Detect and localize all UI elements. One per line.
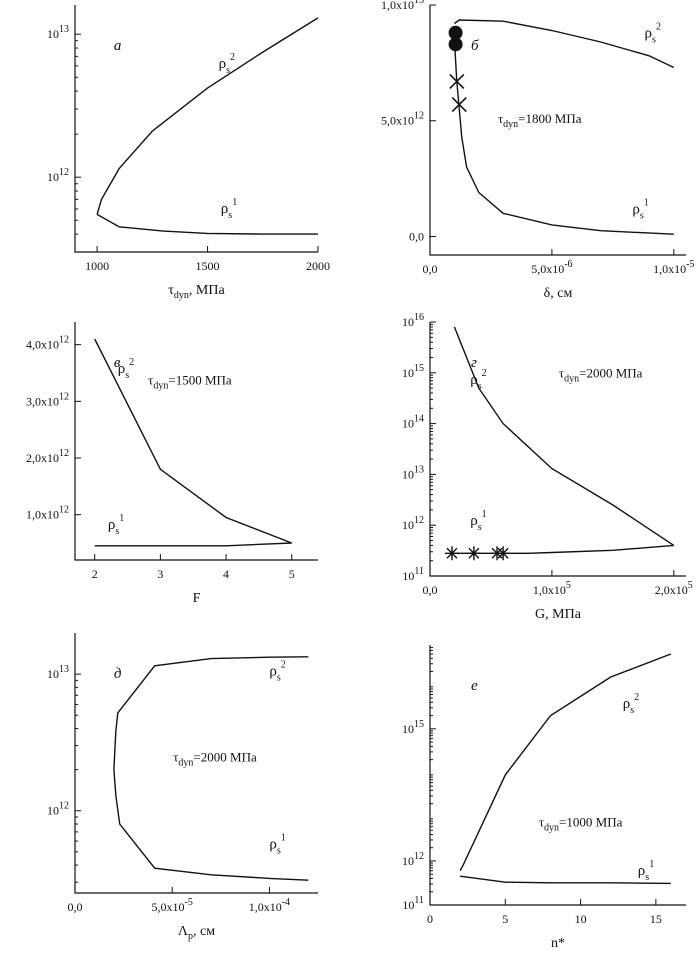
series-line-1 xyxy=(113,656,309,770)
y-tick-label: 1015 xyxy=(402,363,424,380)
x-tick-label: 5 xyxy=(289,567,295,581)
series-label: ρs2 xyxy=(645,21,661,45)
y-tick-label: 1012 xyxy=(402,851,424,868)
y-tick-label: 1,0x1012 xyxy=(26,505,69,522)
series-label: ρs2 xyxy=(219,52,235,76)
data-point-circle xyxy=(448,37,463,52)
y-tick-label: 2,0x1012 xyxy=(26,448,69,465)
x-axis-label: F xyxy=(193,591,201,606)
series-label: ρs1 xyxy=(108,513,124,537)
x-tick-label: 1500 xyxy=(196,259,220,273)
series-label: ρs1 xyxy=(638,859,654,883)
x-tick-label: 0 xyxy=(427,912,433,926)
x-axis-label: G, МПа xyxy=(535,607,582,622)
series-label: ρs1 xyxy=(269,832,285,856)
panel-label: в xyxy=(114,355,121,371)
series-line-2 xyxy=(460,875,671,885)
tau-annotation: τdyn=1500 МПа xyxy=(148,372,232,391)
series-line-2 xyxy=(113,769,309,881)
x-axis-label: τdyn, МПа xyxy=(168,283,225,301)
y-tick-label: 1012 xyxy=(402,515,424,532)
y-tick-label: 1012 xyxy=(47,801,69,818)
series-label: ρs2 xyxy=(623,692,639,716)
series-line-2 xyxy=(94,542,292,547)
y-tick-label: 4,0x1012 xyxy=(26,335,69,352)
panel-d: 0,0 1,0x105 2,0x105 1011 1012 1013 1014 1015 101… xyxy=(402,312,693,622)
tau-annotation: τdyn=1800 МПа xyxy=(498,111,582,130)
series-line-2 xyxy=(96,213,318,235)
y-tick-label: 1012 xyxy=(47,167,69,184)
axis-frame xyxy=(429,5,686,256)
data-point-cross xyxy=(451,96,467,113)
x-axis-label: δ, см xyxy=(544,286,573,301)
series-line-1 xyxy=(453,326,675,546)
x-tick-label: 1,0x10-4 xyxy=(249,897,290,914)
series-label: ρs2 xyxy=(118,357,134,381)
tau-annotation: τdyn=2000 МПа xyxy=(559,366,643,385)
x-tick-label: 2000 xyxy=(306,259,330,273)
x-tick-label: 15 xyxy=(650,912,662,926)
series-label: ρs1 xyxy=(632,197,648,221)
tau-annotation: τdyn=1000 МПа xyxy=(539,815,623,834)
panel-label: a xyxy=(114,38,122,54)
series-line-2 xyxy=(454,544,674,554)
data-point-star xyxy=(496,546,511,561)
axis-frame xyxy=(429,322,686,577)
y-tick-label: 0,0 xyxy=(409,229,424,243)
y-tick-label: 1013 xyxy=(47,24,69,41)
y-tick-label: 1013 xyxy=(47,664,69,681)
panel-c: 2 3 4 51,0x10122,0x10123,0x10124,0x1012Fвρs… xyxy=(26,322,318,606)
x-tick-label: 0,0 xyxy=(68,900,83,914)
x-tick-label: 0,0 xyxy=(423,262,438,276)
x-tick-label: 5,0x10-5 xyxy=(152,897,193,914)
panel-b: 0,0 5,0x10-6 1,0x10-5 0,0 5,0x1012 1,0x1013 δ,… xyxy=(381,0,694,301)
x-tick-label: 5,0x10-6 xyxy=(531,259,572,276)
series-label: ρs2 xyxy=(269,659,285,683)
series-line-1 xyxy=(94,338,292,544)
x-tick-label: 2,0x105 xyxy=(655,580,693,597)
x-tick-label: 3 xyxy=(157,567,163,581)
data-point-star xyxy=(466,546,481,561)
y-tick-label: 1014 xyxy=(402,414,424,431)
y-tick-label: 1011 xyxy=(402,566,424,583)
x-tick-label: 1,0x10-5 xyxy=(653,259,694,276)
x-tick-label: 1000 xyxy=(85,259,109,273)
x-tick-label: 0,0 xyxy=(423,583,438,597)
data-point-star xyxy=(444,546,459,561)
series-line-1 xyxy=(96,17,319,215)
x-axis-label: n* xyxy=(551,936,565,951)
tau-annotation: τdyn=2000 МПа xyxy=(173,749,257,768)
panel-label: б xyxy=(471,38,479,54)
panel-a: 1000 1500 2000 1012 1013 τdyn, МПа a ρs2 ρs1 xyxy=(47,5,330,301)
panel-e: 0,0 5,0x10-5 1,0x10-4 1012 1013 Λp, см д ρs2 ρs1… xyxy=(47,633,318,942)
x-tick-label: 10 xyxy=(575,912,587,926)
series-label: ρs1 xyxy=(470,509,486,533)
panel-label: г xyxy=(471,355,477,371)
y-tick-label: 1015 xyxy=(402,719,424,736)
x-tick-label: 1,0x105 xyxy=(533,580,571,597)
series-label: ρs2 xyxy=(470,368,486,392)
series-label: ρs1 xyxy=(221,197,237,221)
x-tick-label: 2 xyxy=(92,567,98,581)
axis-frame xyxy=(74,5,318,253)
y-tick-label: 1016 xyxy=(402,312,424,329)
axis-frame xyxy=(429,645,686,906)
x-tick-label: 4 xyxy=(223,567,229,581)
y-tick-label: 1013 xyxy=(402,464,424,481)
panel-label: д xyxy=(114,666,122,682)
x-tick-label: 5 xyxy=(502,912,508,926)
data-point-circle xyxy=(448,25,463,40)
series-line-1 xyxy=(453,19,675,69)
y-tick-label: 1011 xyxy=(402,895,424,912)
y-tick-label: 1,0x1013 xyxy=(381,0,424,12)
y-tick-label: 5,0x1012 xyxy=(381,111,424,128)
data-point-cross xyxy=(449,73,465,89)
series-line-2 xyxy=(453,39,674,235)
x-axis-label: Λp, см xyxy=(178,924,215,942)
y-tick-label: 3,0x1012 xyxy=(26,391,69,408)
panel-label: е xyxy=(471,678,478,694)
series-line-1 xyxy=(459,653,672,872)
